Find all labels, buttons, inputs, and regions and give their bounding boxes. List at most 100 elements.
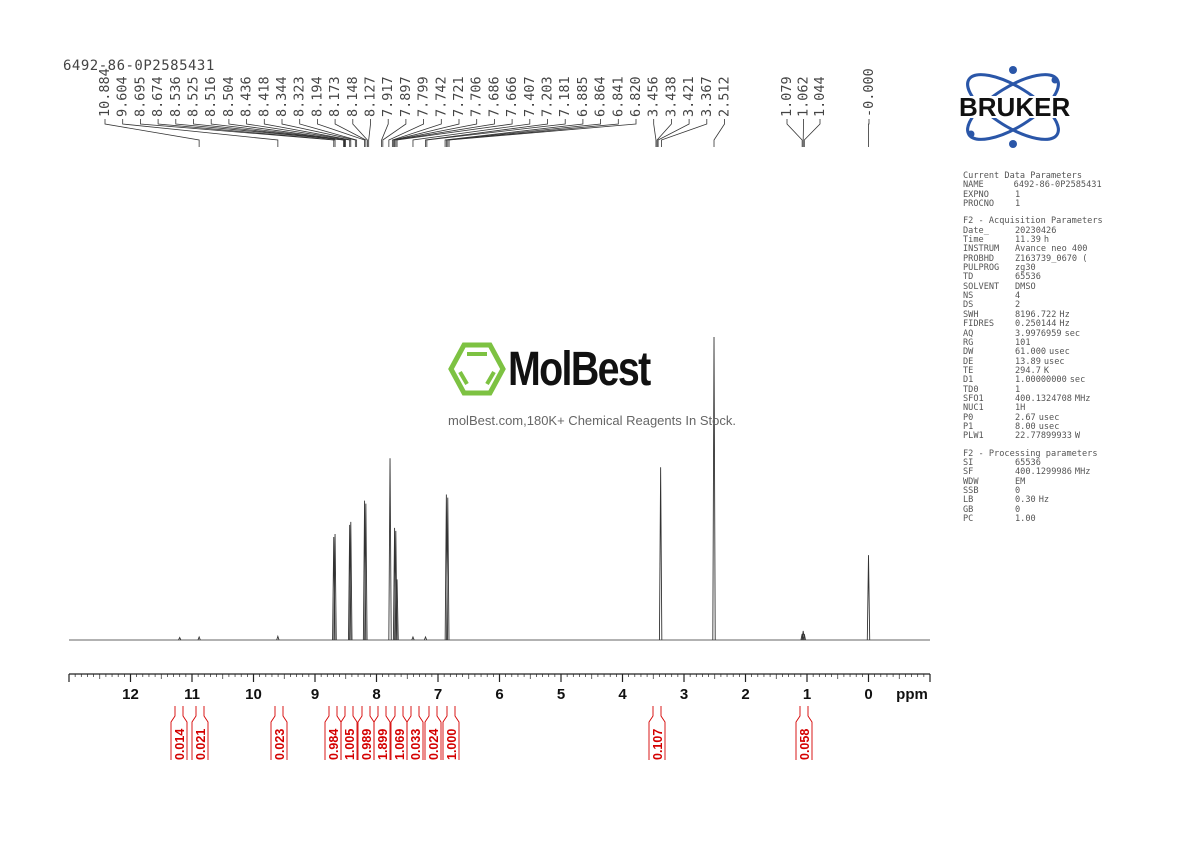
peak-label-leader bbox=[281, 119, 356, 147]
peak-label: 7.917 bbox=[380, 76, 396, 117]
peak-label: 3.421 bbox=[681, 76, 697, 117]
parameters-panel: Current Data Parameters NAME 6492-86-0P25… bbox=[963, 171, 1128, 525]
peak-label: 6.864 bbox=[593, 76, 609, 117]
peak-label: 2.512 bbox=[717, 76, 733, 117]
param-row: RG 101 bbox=[963, 337, 1128, 348]
spectrum-peak bbox=[388, 458, 392, 641]
peak-label: 8.127 bbox=[363, 76, 379, 117]
param-value: 400.1324708 bbox=[1015, 393, 1072, 404]
param-name: PLW1 bbox=[963, 431, 984, 442]
peak-label: 7.897 bbox=[398, 76, 414, 117]
param-value: Avance neo 400 bbox=[1015, 244, 1088, 255]
integral-value: 0.021 bbox=[194, 729, 208, 760]
peak-label: 3.456 bbox=[646, 76, 662, 117]
peak-label-leader bbox=[382, 119, 407, 147]
param-value: 101 bbox=[1015, 337, 1031, 348]
param-value: 0.250144 bbox=[1015, 319, 1057, 330]
spectrum-peak bbox=[866, 555, 871, 641]
param-name: NS bbox=[963, 291, 974, 302]
param-name: LB bbox=[963, 495, 974, 506]
peak-label: -0.000 bbox=[861, 68, 877, 117]
integral-value: 0.024 bbox=[427, 729, 441, 760]
param-name: TD0 bbox=[963, 384, 979, 395]
peak-label-leader bbox=[299, 119, 358, 147]
peak-label-leader bbox=[803, 119, 821, 147]
peak-label-leader bbox=[122, 119, 279, 147]
nmr-spectrum-chart: 10.884 9.604 8.695 8.674 8.536 8.525 8.516 8.50… bbox=[68, 68, 931, 760]
param-row: DS 2 bbox=[963, 300, 1128, 311]
param-name: PROCNO bbox=[963, 199, 995, 210]
param-value: EM bbox=[1015, 476, 1026, 487]
param-name: SSB bbox=[963, 486, 979, 496]
param-value: 8.00 bbox=[1015, 421, 1036, 432]
param-value: 11.39 bbox=[1015, 235, 1041, 246]
param-name: TE bbox=[963, 365, 974, 376]
peak-label-leader bbox=[444, 119, 584, 147]
peak-label: 6.841 bbox=[610, 76, 626, 117]
peak-label-leader bbox=[246, 119, 351, 147]
peak-label: 8.516 bbox=[203, 76, 219, 117]
param-value: 2 bbox=[1015, 300, 1021, 311]
param-name: INSTRUM bbox=[963, 244, 1000, 255]
peak-label: 6.885 bbox=[575, 76, 591, 117]
svg-text:BRUKER: BRUKER bbox=[959, 92, 1070, 122]
sample-name: 6492-86-0P2585431 bbox=[63, 58, 215, 74]
peak-label: 3.438 bbox=[663, 76, 679, 117]
x-tick-label: 12 bbox=[122, 686, 139, 703]
param-row: SWH 8196.722 Hz bbox=[963, 310, 1128, 320]
param-value: 1 bbox=[1015, 199, 1021, 210]
spectrum-peak bbox=[178, 636, 182, 641]
peak-label-leader bbox=[381, 119, 389, 147]
peak-label-leader bbox=[210, 119, 346, 147]
param-name: PULPROG bbox=[963, 263, 1000, 274]
integral-value: 1.005 bbox=[343, 729, 357, 760]
param-name: PC bbox=[963, 514, 974, 525]
peak-label: 1.079 bbox=[779, 76, 795, 117]
param-value: 0.30 bbox=[1015, 495, 1036, 506]
integral-value: 1.899 bbox=[376, 729, 390, 760]
param-row: PULPROG zg30 bbox=[963, 263, 1128, 274]
spectrum-trace bbox=[69, 336, 930, 641]
peak-label: 1.062 bbox=[796, 76, 812, 117]
peak-label: 9.604 bbox=[115, 76, 131, 117]
spectrum-peak bbox=[446, 497, 450, 641]
peak-label-leader bbox=[228, 119, 346, 147]
integral-bracket bbox=[340, 706, 358, 760]
peak-label: 3.367 bbox=[699, 76, 715, 117]
param-value: 294.7 bbox=[1015, 365, 1041, 376]
integral-value: 0.033 bbox=[409, 729, 423, 760]
peak-label: 7.706 bbox=[469, 76, 485, 117]
param-row: P0 2.67 usec bbox=[963, 413, 1128, 423]
peak-label-leader bbox=[657, 119, 690, 147]
peak-label-leader bbox=[425, 119, 548, 147]
integral-bracket bbox=[648, 706, 666, 760]
param-value: 400.1299986 bbox=[1015, 467, 1072, 478]
param-value: zg30 bbox=[1015, 263, 1036, 274]
integral-value: 1.069 bbox=[393, 729, 407, 760]
x-tick-label: 1 bbox=[803, 686, 811, 703]
param-row: SOLVENT DMSO bbox=[963, 282, 1128, 292]
param-name: EXPNO bbox=[963, 189, 989, 200]
param-unit: K bbox=[1043, 365, 1050, 376]
spectrum-peak bbox=[349, 521, 353, 641]
peak-label-leader bbox=[395, 119, 495, 147]
molbest-watermark: MolBest bbox=[448, 342, 748, 402]
param-value: 65536 bbox=[1015, 272, 1041, 283]
param-row: SFO1 400.1324708 MHz bbox=[963, 393, 1128, 404]
peak-label-leader bbox=[448, 119, 637, 147]
spectrum-peak bbox=[712, 336, 716, 641]
spectrum-peak bbox=[197, 635, 201, 641]
param-row: TD0 1 bbox=[963, 384, 1128, 395]
param-name: SF bbox=[963, 467, 974, 478]
param-row: LB 0.30 Hz bbox=[963, 495, 1128, 506]
param-name: P1 bbox=[963, 421, 974, 432]
peak-label: 7.686 bbox=[486, 76, 502, 117]
param-value: 1 bbox=[1015, 189, 1021, 200]
x-tick-label: 6 bbox=[495, 686, 503, 703]
param-unit bbox=[1087, 255, 1114, 264]
spectrum-peak bbox=[333, 533, 337, 641]
peak-label: 8.536 bbox=[168, 76, 184, 117]
peak-labels: 10.884 9.604 8.695 8.674 8.536 8.525 8.516 8.50… bbox=[97, 68, 877, 147]
integral-bracket bbox=[442, 706, 460, 760]
param-name: DE bbox=[963, 356, 974, 367]
